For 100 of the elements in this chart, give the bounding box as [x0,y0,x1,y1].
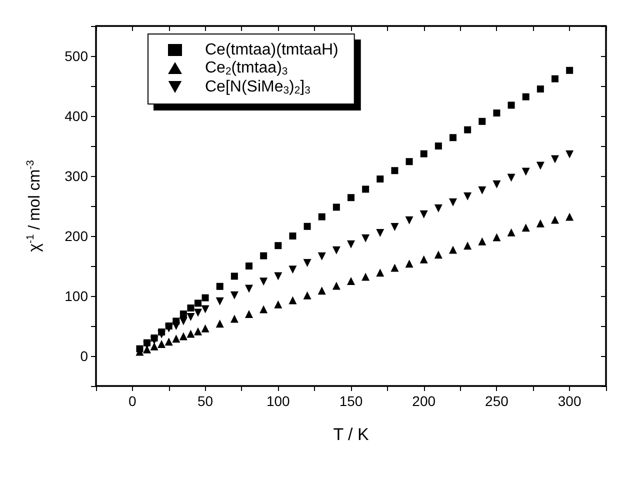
point [551,216,559,224]
point [478,186,486,194]
point [260,278,268,286]
point [434,250,442,259]
point [304,222,311,230]
point [201,324,210,332]
point [186,330,195,338]
point [507,228,516,236]
point [230,314,238,323]
point [434,142,442,150]
point [552,75,558,82]
point [260,305,268,314]
point [332,282,340,290]
x-tick-label: 150 [339,393,363,409]
point [492,180,501,188]
point [245,310,253,318]
point [508,102,515,109]
y-tick-label: 400 [64,108,88,124]
point [464,242,472,250]
point [450,134,456,142]
y-tick-label: 0 [80,348,88,364]
y-tick-label: 500 [64,48,88,64]
point [289,232,296,240]
point [187,304,194,312]
point [274,300,282,308]
legend-label: Ce(tmtaa)(tmtaaH) [205,42,338,58]
point [216,282,224,290]
point [288,296,297,304]
point [420,210,428,218]
point [478,118,486,125]
point [390,223,399,231]
point [391,167,398,174]
point [332,246,340,254]
point [362,186,370,193]
point [406,158,413,166]
point [522,224,530,232]
point [522,168,530,176]
point [318,286,326,295]
point [179,317,188,326]
point [434,204,442,212]
point [216,297,224,306]
y-tick-label: 300 [64,168,88,184]
point [449,198,457,206]
point [202,294,209,302]
y-axis-title: χ-1 / mol cm-3 [26,160,44,252]
point [347,240,355,248]
point [464,126,472,134]
point [158,340,166,348]
y-tick-label: 100 [64,288,88,304]
point [376,229,384,237]
point [303,291,312,300]
point [376,268,384,277]
point [150,334,158,342]
point [566,150,574,158]
y-tick-label: 200 [64,228,88,244]
point [390,264,399,272]
point [172,334,180,343]
point [136,345,144,352]
point [332,204,340,211]
point [493,110,500,116]
point [536,86,544,92]
point [186,313,195,321]
point [180,310,187,318]
point [194,327,202,336]
point [405,216,414,224]
point [362,272,370,281]
point [260,252,268,260]
point [318,252,326,260]
point [144,339,150,346]
x-tick-label: 50 [197,393,214,409]
point [158,328,166,336]
point [274,272,282,280]
point [362,234,370,242]
point [194,300,202,307]
point [449,246,457,254]
point [274,242,282,250]
x-tick-label: 100 [266,393,290,409]
point [348,194,354,202]
point [303,259,312,267]
point [230,291,238,300]
point [246,262,252,270]
point [164,338,173,346]
point [230,272,238,280]
point [536,162,544,170]
point [507,174,516,182]
point [179,332,188,340]
point [405,260,414,268]
point [566,212,574,221]
point [420,150,428,158]
point [478,237,486,246]
point [165,322,172,330]
point [245,284,253,293]
point [201,305,210,314]
point [216,320,224,328]
point [318,213,326,220]
point [551,155,559,164]
point [172,318,180,325]
point [522,93,530,100]
point [376,176,384,182]
point [347,277,355,285]
